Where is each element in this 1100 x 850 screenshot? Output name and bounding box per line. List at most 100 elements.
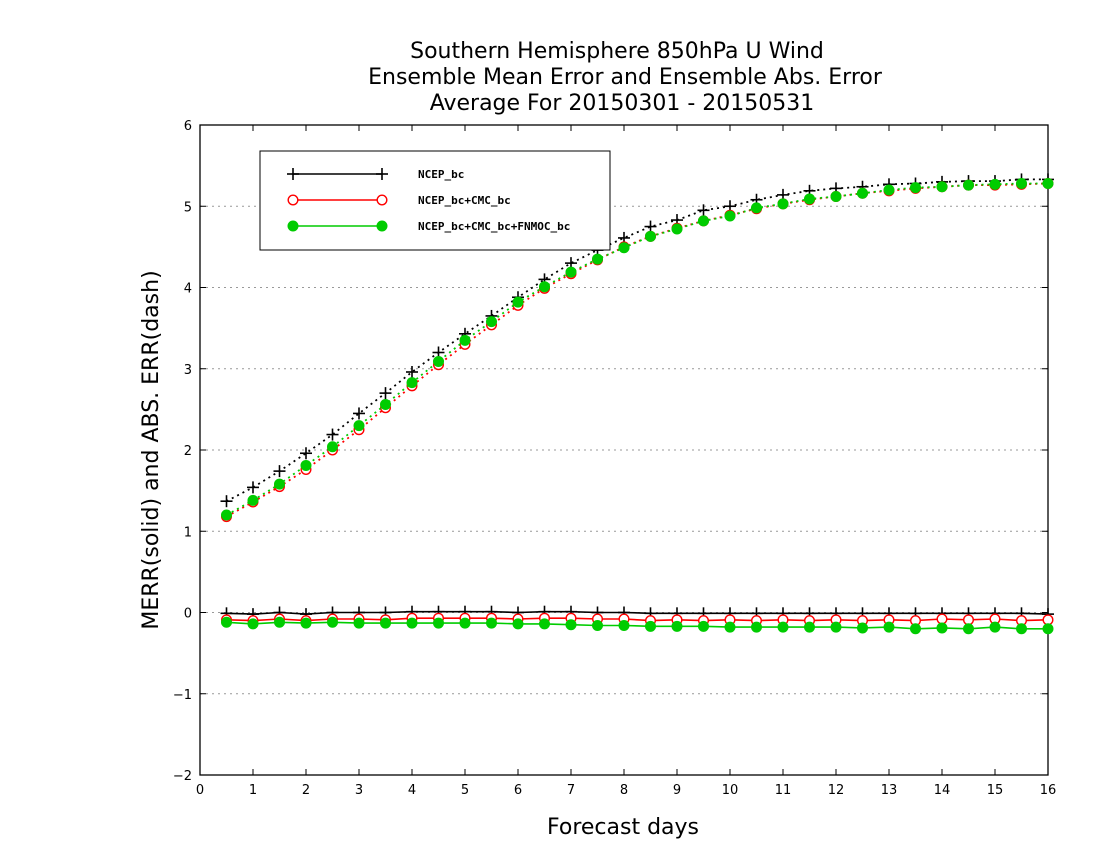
merr-point	[936, 622, 948, 634]
abserr-point	[777, 198, 789, 210]
legend-marker	[287, 168, 299, 180]
y-tick-label: 4	[184, 282, 192, 297]
merr-point	[724, 621, 736, 633]
abserr-point	[1042, 178, 1054, 189]
abserr-point	[327, 441, 338, 453]
abserr-point	[353, 407, 365, 420]
y-axis-label: MERR(solid) and ABS. ERR(dash)	[139, 270, 164, 629]
abserr-point	[459, 334, 471, 346]
y-tick-labels: −2 −1 0 1 2 3 4 5 6	[173, 119, 192, 784]
x-tick-label: 7	[567, 783, 575, 798]
merr-point	[433, 617, 444, 629]
x-tick-label: 0	[196, 783, 204, 798]
x-tick-label: 4	[408, 783, 416, 798]
abserr-point	[724, 210, 736, 222]
y-tick-label: −2	[173, 769, 192, 784]
legend-marker	[287, 220, 299, 232]
abserr-point	[300, 459, 312, 471]
abserr-point	[671, 223, 683, 235]
abserr-point	[539, 281, 550, 293]
abserr-point	[433, 355, 444, 367]
series-layer	[220, 173, 1054, 635]
abserr-point	[379, 387, 392, 400]
merr-point	[751, 621, 762, 633]
legend-item-3: NCEP_bc+CMC_bc+FNMOC_bc	[287, 220, 570, 233]
x-tick-label: 1	[249, 783, 257, 798]
merr-point	[592, 620, 603, 631]
merr-point	[247, 618, 259, 630]
title-line-1: Southern Hemisphere 850hPa U Wind	[410, 39, 824, 64]
merr-point	[645, 620, 656, 632]
merr-line	[226, 621, 1048, 630]
abserr-point	[406, 366, 418, 378]
abserr-point	[830, 191, 842, 202]
merr-point	[353, 617, 365, 629]
abserr-point	[565, 266, 577, 278]
merr-point	[989, 621, 1001, 633]
legend-item-1: NCEP_bc	[287, 168, 464, 181]
merr-point	[274, 616, 285, 628]
abserr-point	[883, 184, 895, 196]
abserr-point	[512, 296, 524, 308]
abserr-point	[326, 428, 339, 441]
y-tick-label: 1	[184, 525, 192, 540]
merr-point	[300, 617, 312, 629]
x-tick-label: 14	[934, 783, 951, 798]
abserr-point	[989, 178, 1001, 190]
merr-point	[539, 618, 550, 630]
abserr-point	[300, 447, 312, 460]
merr-point	[1042, 623, 1054, 635]
merr-point	[777, 621, 789, 633]
merr-point	[512, 618, 524, 630]
merr-point	[406, 617, 418, 629]
legend: NCEP_bc NCEP_bc+CMC_bc NCEP_bc+CMC_bc+FNMO…	[259, 150, 611, 251]
merr-point	[671, 620, 683, 632]
title-line-3: Average For 20150301 - 20150531	[430, 91, 815, 116]
x-tick-label: 3	[355, 783, 363, 798]
abserr-point	[221, 509, 232, 521]
abserr-point	[697, 204, 710, 217]
abserr-point	[247, 494, 259, 506]
merr-point	[698, 620, 709, 632]
merr-point	[910, 623, 921, 635]
x-tick-label: 2	[302, 783, 310, 798]
abserr-point	[247, 481, 259, 494]
x-tick-label: 13	[881, 783, 898, 798]
legend-label: NCEP_bc	[418, 168, 464, 181]
abserr-point	[274, 478, 285, 490]
abserr-point	[1016, 178, 1027, 189]
abserr-point	[406, 377, 418, 389]
abserr-point	[592, 253, 603, 265]
x-tick-label: 10	[722, 783, 739, 798]
legend-marker	[287, 194, 299, 206]
y-tick-label: −1	[173, 688, 192, 703]
merr-point	[830, 621, 842, 633]
legend-marker	[376, 220, 388, 232]
merr-point	[327, 616, 338, 628]
abserr-point	[353, 420, 365, 432]
x-tick-label: 6	[514, 783, 522, 798]
legend-label: NCEP_bc+CMC_bc	[418, 194, 511, 207]
abserr-point	[220, 495, 233, 508]
abserr-point	[273, 465, 286, 478]
abserr-line	[226, 178, 1048, 502]
merr-point	[804, 621, 815, 633]
abserr-point	[380, 399, 391, 410]
title-line-2: Ensemble Mean Error and Ensemble Abs. Er…	[368, 65, 883, 90]
merr-point	[963, 623, 974, 635]
merr-point	[1016, 623, 1027, 635]
y-tick-label: 3	[184, 363, 192, 378]
legend-marker	[376, 194, 388, 206]
x-tick-label: 9	[673, 783, 681, 798]
legend-marker	[376, 168, 388, 180]
chart-title: Southern Hemisphere 850hPa U Wind Ensemb…	[368, 39, 883, 116]
x-tick-label: 12	[828, 783, 845, 798]
abserr-point	[486, 316, 497, 328]
legend-item-2: NCEP_bc+CMC_bc	[287, 194, 511, 207]
abserr-point	[910, 182, 921, 194]
abserr-point	[751, 202, 762, 214]
legend-label: NCEP_bc+CMC_bc+FNMOC_bc	[418, 220, 570, 233]
abserr-point	[644, 220, 657, 233]
merr-point	[936, 613, 948, 625]
